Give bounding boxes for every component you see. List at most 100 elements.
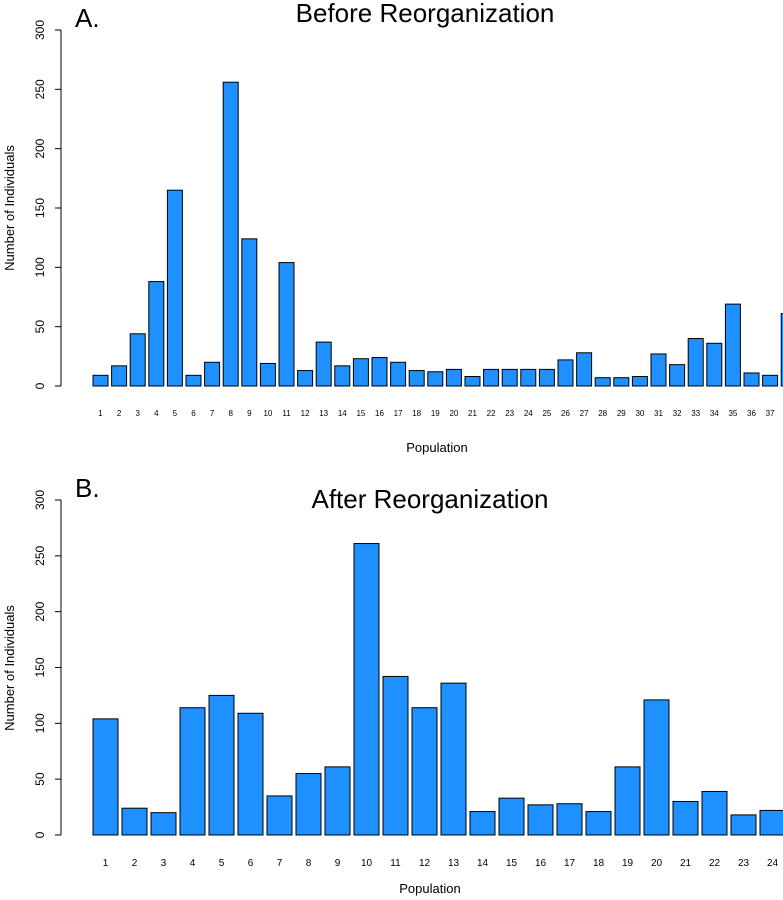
bar-a-27 <box>576 352 593 387</box>
x-tick-label-b-18: 18 <box>593 858 605 869</box>
y-axis-title-b: Number of Individuals <box>2 605 17 731</box>
bar-a-1 <box>92 374 109 387</box>
bar-a-15 <box>352 358 369 387</box>
x-tick-label-b-23: 23 <box>738 858 750 869</box>
bar-a-7 <box>204 361 221 387</box>
bar-a-11 <box>278 262 295 387</box>
x-tick-label-a-13: 13 <box>319 409 328 418</box>
x-axis-title-b: Population <box>399 881 460 896</box>
bar-a-22 <box>483 368 500 387</box>
x-tick-label-a-31: 31 <box>654 409 663 418</box>
x-tick-label-a-33: 33 <box>691 409 700 418</box>
panel-label-a: A. <box>75 3 100 33</box>
bar-b-1 <box>92 718 119 836</box>
panel-label-b: B. <box>75 473 100 503</box>
x-tick-label-a-16: 16 <box>375 409 384 418</box>
x-tick-label-a-5: 5 <box>173 409 178 418</box>
x-tick-label-b-1: 1 <box>103 858 109 869</box>
y-tick-label-a-250: 250 <box>33 79 47 99</box>
bar-a-38 <box>780 313 783 387</box>
x-tick-label-a-14: 14 <box>338 409 347 418</box>
bar-b-17 <box>556 803 583 836</box>
x-tick-label-b-2: 2 <box>132 858 138 869</box>
x-tick-label-b-16: 16 <box>535 858 547 869</box>
chart-title-b: After Reorganization <box>311 484 548 514</box>
bar-a-4 <box>148 281 165 387</box>
x-tick-label-a-3: 3 <box>135 409 140 418</box>
x-tick-label-a-24: 24 <box>524 409 533 418</box>
y-tick-label-b-150: 150 <box>33 657 47 677</box>
bar-a-29 <box>613 377 630 387</box>
y-tick-label-b-100: 100 <box>33 713 47 733</box>
x-tick-label-b-15: 15 <box>506 858 518 869</box>
x-tick-label-b-24: 24 <box>767 858 779 869</box>
x-tick-label-a-29: 29 <box>617 409 626 418</box>
x-tick-label-a-30: 30 <box>635 409 644 418</box>
bar-a-23 <box>501 368 518 387</box>
bars-b <box>92 543 783 836</box>
x-tick-label-b-11: 11 <box>390 858 401 869</box>
x-tick-label-a-8: 8 <box>228 409 233 418</box>
x-tick-label-a-9: 9 <box>247 409 252 418</box>
bar-a-12 <box>297 370 314 387</box>
x-tick-label-b-13: 13 <box>448 858 460 869</box>
bar-a-10 <box>259 362 276 387</box>
bar-b-19 <box>614 766 641 836</box>
y-tick-label-b-50: 50 <box>33 772 47 786</box>
bar-a-31 <box>650 353 667 387</box>
bar-a-8 <box>222 81 239 387</box>
x-tick-label-a-15: 15 <box>356 409 365 418</box>
bar-b-2 <box>121 807 148 836</box>
bar-a-9 <box>241 238 258 387</box>
y-tick-label-b-0: 0 <box>33 831 47 838</box>
x-tick-label-a-32: 32 <box>673 409 682 418</box>
y-axis-b: 0 50 100 150 200 250 300 <box>33 490 62 838</box>
bar-a-16 <box>371 357 388 387</box>
x-tick-label-a-25: 25 <box>542 409 551 418</box>
x-tick-label-b-6: 6 <box>248 858 254 869</box>
bar-a-26 <box>557 359 574 387</box>
x-tick-label-a-19: 19 <box>431 409 440 418</box>
bar-a-25 <box>538 368 555 387</box>
x-tick-label-b-10: 10 <box>361 858 373 869</box>
bar-a-13 <box>315 341 332 387</box>
x-tick-label-a-2: 2 <box>117 409 122 418</box>
bar-a-21 <box>464 376 481 387</box>
x-tick-label-b-21: 21 <box>680 858 692 869</box>
x-tick-label-a-35: 35 <box>728 409 737 418</box>
y-tick-label-b-250: 250 <box>33 545 47 565</box>
bar-a-17 <box>390 361 407 387</box>
x-tick-label-b-4: 4 <box>190 858 196 869</box>
x-tick-label-b-8: 8 <box>306 858 312 869</box>
x-tick-label-a-20: 20 <box>449 409 458 418</box>
x-tick-label-a-4: 4 <box>154 409 159 418</box>
bar-b-4 <box>179 707 206 836</box>
bar-a-35 <box>724 303 741 387</box>
bar-a-3 <box>129 333 146 387</box>
x-tick-label-b-9: 9 <box>335 858 341 869</box>
y-axis-a: 0 50 100 150 200 250 300 <box>33 20 62 389</box>
bar-b-16 <box>527 804 554 836</box>
bar-b-6 <box>237 712 264 836</box>
bar-b-5 <box>208 694 235 836</box>
x-tick-label-b-5: 5 <box>219 858 225 869</box>
x-tick-label-a-23: 23 <box>505 409 514 418</box>
x-tick-labels-a: 1 2 3 4 5 6 7 8 9 10 11 12 13 14 15 16 17 18 19 20 21 22 23 24 2… <box>98 409 775 418</box>
bar-b-3 <box>150 812 177 836</box>
bar-a-6 <box>185 374 202 387</box>
bar-b-15 <box>498 797 525 836</box>
bar-b-23 <box>730 814 757 836</box>
x-tick-labels-b: 1 2 3 4 5 6 7 8 9 10 11 12 13 14 15 16 17 18 19 20 21 22 23 24 <box>103 858 779 869</box>
bar-b-20 <box>643 699 670 836</box>
x-tick-label-b-19: 19 <box>622 858 634 869</box>
x-tick-label-b-3: 3 <box>161 858 167 869</box>
bar-b-11 <box>382 675 409 836</box>
y-tick-label-a-150: 150 <box>33 198 47 218</box>
bar-b-9 <box>324 766 351 836</box>
x-tick-label-a-1: 1 <box>98 409 103 418</box>
bar-b-21 <box>672 801 699 836</box>
x-tick-label-b-14: 14 <box>477 858 489 869</box>
y-axis-title-a: Number of Individuals <box>2 145 17 271</box>
bar-a-33 <box>687 338 704 387</box>
x-tick-label-a-21: 21 <box>468 409 477 418</box>
